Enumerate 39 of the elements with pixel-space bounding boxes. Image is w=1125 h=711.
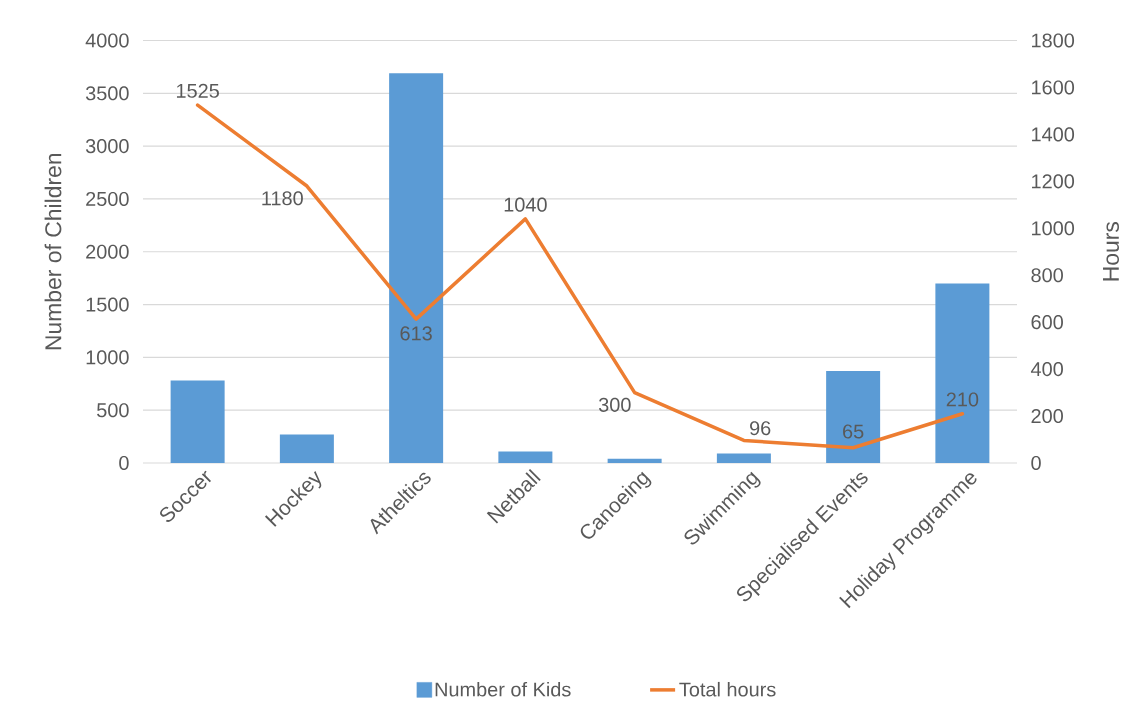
y-tick-label: 3500 [85, 86, 129, 101]
y-axis-title: Number of Children [44, 153, 62, 350]
data-label: 65 [843, 424, 864, 439]
data-label: 300 [598, 397, 631, 412]
bar [498, 451, 553, 463]
y2-tick-label: 400 [1030, 362, 1063, 377]
y-tick-label: 3000 [85, 139, 129, 154]
data-label: 96 [750, 421, 771, 436]
y2-tick-label: 200 [1031, 409, 1063, 424]
y-tick-label: 2500 [86, 191, 129, 206]
bar [826, 371, 881, 463]
y-tick-label: 0 [119, 455, 129, 471]
data-label: 1040 [504, 197, 547, 212]
legend-label: Number of Kids [435, 681, 571, 697]
y2-tick-label: 0 [1031, 455, 1041, 471]
y2-tick-label: 1800 [1032, 33, 1075, 48]
y2-tick-label: 800 [1031, 268, 1063, 283]
bar [170, 380, 225, 463]
y2-tick-label: 1000 [1032, 221, 1075, 236]
data-label: 1525 [176, 83, 219, 98]
data-label: 1180 [262, 191, 303, 206]
bar [716, 453, 771, 463]
data-label: 210 [946, 392, 979, 407]
bar [607, 458, 662, 463]
bar [935, 283, 990, 463]
y-tick-label: 500 [97, 403, 129, 418]
y-tick-label: 2000 [86, 244, 129, 259]
y2-tick-label: 1200 [1032, 174, 1075, 189]
y2-tick-label: 1400 [1032, 127, 1075, 142]
legend-label: Total hours [679, 681, 776, 697]
y-tick-label: 1500 [86, 297, 129, 312]
y2-axis-title: Hours [1103, 222, 1119, 281]
bar [389, 73, 444, 463]
y2-tick-label: 600 [1031, 315, 1063, 330]
bar [279, 434, 334, 463]
y-tick-label: 4000 [85, 33, 129, 48]
y-tick-label: 1000 [86, 350, 129, 365]
data-label: 613 [400, 326, 432, 341]
y2-tick-label: 1600 [1032, 80, 1075, 95]
